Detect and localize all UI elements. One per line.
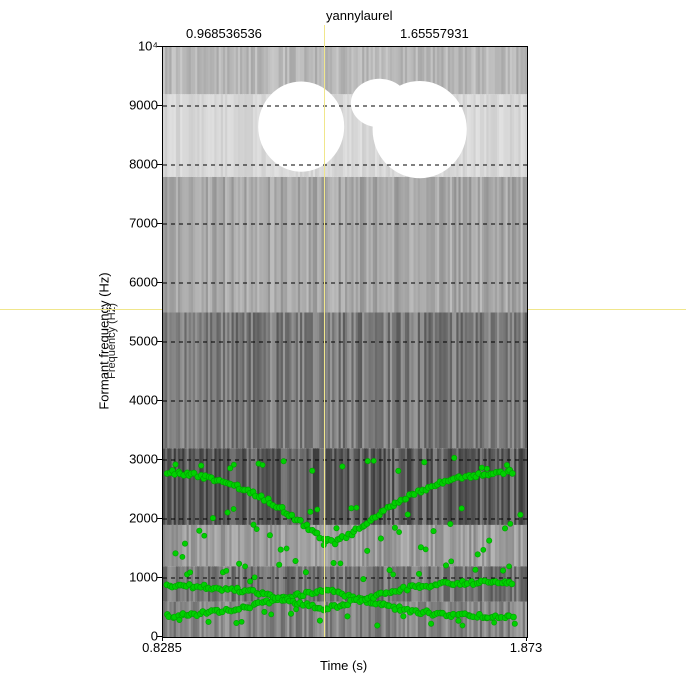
plot-area[interactable] [162, 46, 528, 638]
y-tick-label: 5000 [118, 334, 158, 349]
chart-container: yannylaurel 0.968536536 1.65557931 01000… [0, 0, 686, 688]
x-tick-label: 0.8285 [142, 640, 182, 655]
y-tick-label: 7000 [118, 216, 158, 231]
y-tick-label: 3000 [118, 452, 158, 467]
y-tick-label: 8000 [118, 157, 158, 172]
x-axis-label: Time (s) [320, 658, 367, 673]
y-tick-label: 6000 [118, 275, 158, 290]
y-tick-label: 2000 [118, 511, 158, 526]
y-axis-label-secondary: Frequency (Hz) [106, 303, 118, 379]
y-tick-label: 10⁴ [118, 39, 158, 54]
top-marker-1: 0.968536536 [186, 26, 262, 41]
top-marker-2: 1.65557931 [400, 26, 469, 41]
y-tick-label: 9000 [118, 98, 158, 113]
chart-title: yannylaurel [326, 8, 393, 23]
x-tick-label: 1.873 [510, 640, 543, 655]
y-tick-label: 4000 [118, 393, 158, 408]
spectrogram-canvas [163, 47, 527, 637]
y-tick-label: 1000 [118, 570, 158, 585]
